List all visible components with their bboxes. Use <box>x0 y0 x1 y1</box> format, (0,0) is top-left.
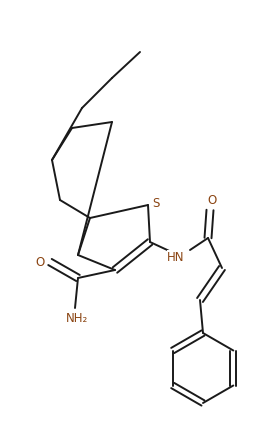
Text: S: S <box>152 197 160 210</box>
Text: O: O <box>35 255 45 269</box>
Text: HN: HN <box>167 251 185 263</box>
Text: O: O <box>207 194 217 207</box>
Text: NH₂: NH₂ <box>66 311 88 324</box>
